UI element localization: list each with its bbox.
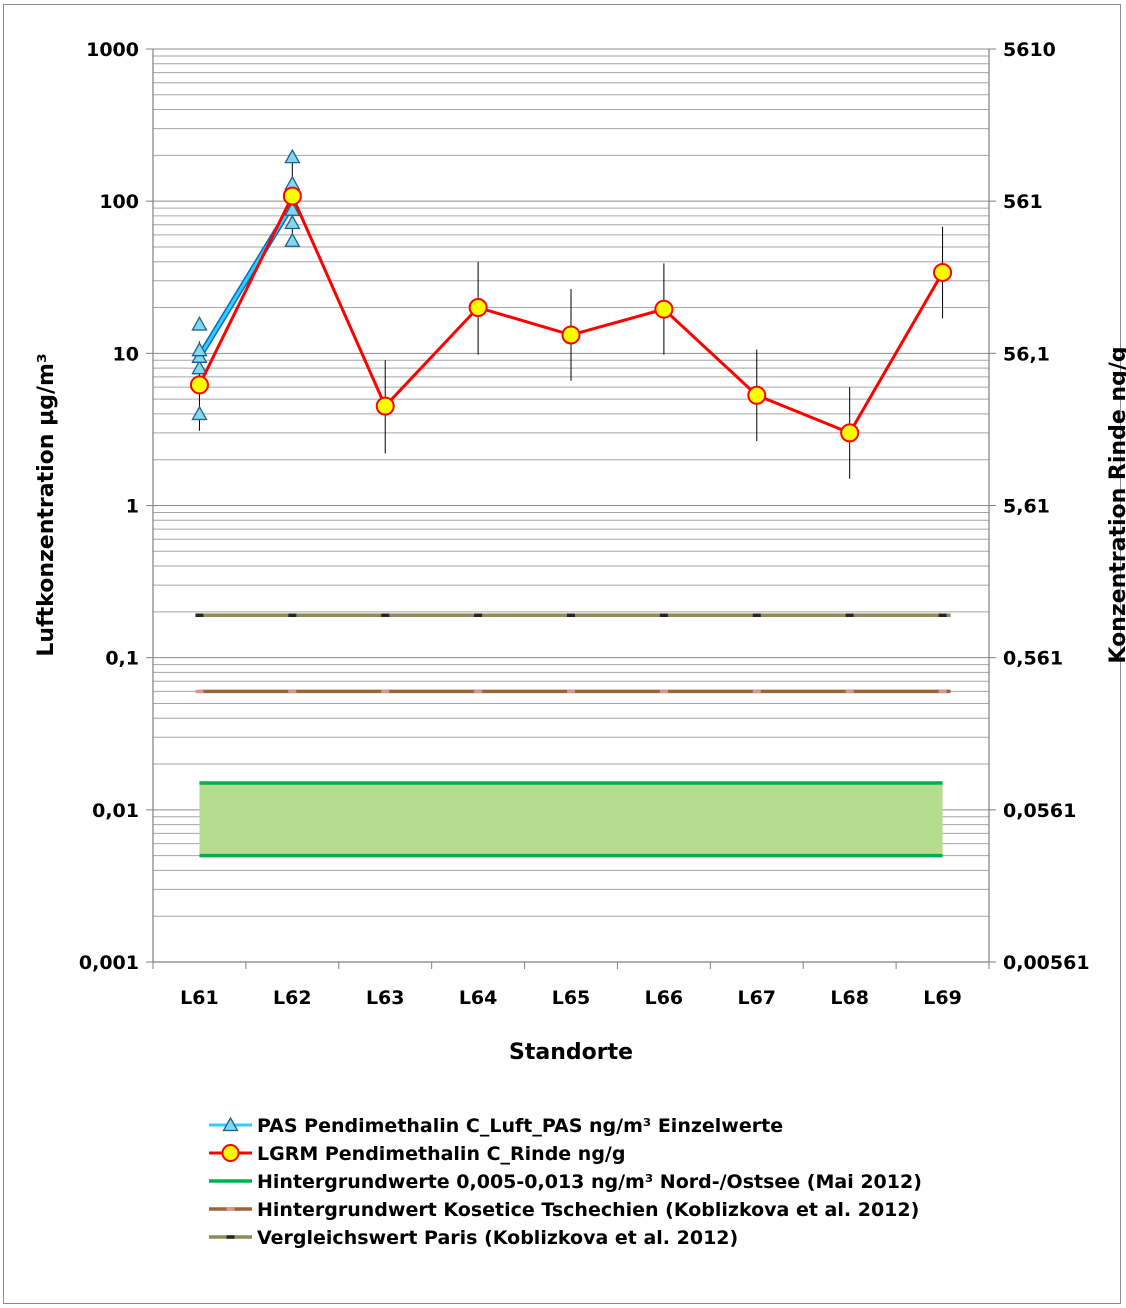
x-axis-title: Standorte — [509, 1040, 633, 1065]
reference-lines — [195, 613, 951, 694]
y-tick-label: 100 — [99, 191, 139, 213]
y2-axis-title: Konzentration Rinde ng/g — [1106, 346, 1126, 663]
axes — [146, 48, 996, 969]
x-tick-label: L65 — [552, 987, 591, 1009]
rinde-marker — [375, 396, 395, 416]
y-tick-label: 1 — [126, 496, 139, 518]
legend-rinde-marker — [221, 1144, 240, 1162]
background-band — [199, 781, 943, 858]
pas-marker — [191, 341, 208, 357]
y2-tick-label: 0,0561 — [1003, 800, 1076, 822]
y-tick-label: 0,1 — [105, 648, 139, 670]
rinde-marker — [561, 325, 581, 345]
rinde-marker — [468, 298, 488, 318]
x-tick-label: L67 — [737, 987, 776, 1009]
y2-tick-label: 56,1 — [1003, 343, 1050, 365]
pas-marker — [191, 359, 208, 375]
series — [189, 148, 953, 479]
legend-label: LGRM Pendimethalin C_Rinde ng/g — [257, 1143, 625, 1165]
y-tick-label: 0,001 — [79, 952, 139, 974]
x-tick-label: L61 — [180, 987, 219, 1009]
rinde-marker — [282, 186, 302, 206]
y-tick-label: 1000 — [86, 39, 139, 61]
legend-label: Hintergrundwert Kosetice Tschechien (Kob… — [257, 1199, 919, 1221]
rinde-marker — [189, 375, 209, 395]
rinde-marker — [933, 262, 953, 282]
y2-tick-label: 5,61 — [1003, 496, 1050, 518]
x-tick-label: L62 — [273, 987, 312, 1009]
y2-tick-label: 0,00561 — [1003, 952, 1090, 974]
y2-tick-label: 5610 — [1003, 39, 1056, 61]
legend-label: Vergleichswert Paris (Koblizkova et al. … — [257, 1227, 738, 1249]
legend: PAS Pendimethalin C_Luft_PAS ng/m³ Einze… — [209, 1115, 922, 1249]
chart-frame — [3, 4, 1121, 1304]
tick-labels: 0,001 0,01 0,1 1 10 100 1000 0,00561 0,0561 0,561… — [79, 39, 1090, 1009]
y2-tick-label: 0,561 — [1003, 648, 1063, 670]
x-tick-label: L69 — [923, 987, 962, 1009]
x-tick-label: L66 — [645, 987, 684, 1009]
pas-marker — [191, 316, 208, 331]
pas-marker — [284, 148, 301, 164]
legend-label: PAS Pendimethalin C_Luft_PAS ng/m³ Einze… — [257, 1115, 783, 1137]
y2-tick-label: 561 — [1003, 191, 1043, 213]
rinde-marker — [654, 299, 674, 319]
x-tick-label: L63 — [366, 987, 405, 1009]
x-tick-label: L68 — [830, 987, 869, 1009]
rinde-marker — [840, 423, 860, 443]
pas-marker — [284, 201, 301, 216]
y-tick-label: 10 — [113, 343, 139, 365]
y-axis-title: Luftkonzentration µg/m³ — [34, 353, 59, 656]
pas-marker — [191, 405, 208, 421]
pas-marker — [284, 232, 301, 247]
legend-label: Hintergrundwerte 0,005-0,013 ng/m³ Nord-… — [257, 1171, 922, 1193]
y-tick-label: 0,01 — [92, 800, 139, 822]
band-fill — [199, 783, 943, 856]
rinde-marker — [747, 385, 767, 405]
pas-marker — [284, 214, 301, 230]
x-tick-label: L64 — [459, 987, 498, 1009]
legend-pas-marker — [222, 1116, 239, 1132]
